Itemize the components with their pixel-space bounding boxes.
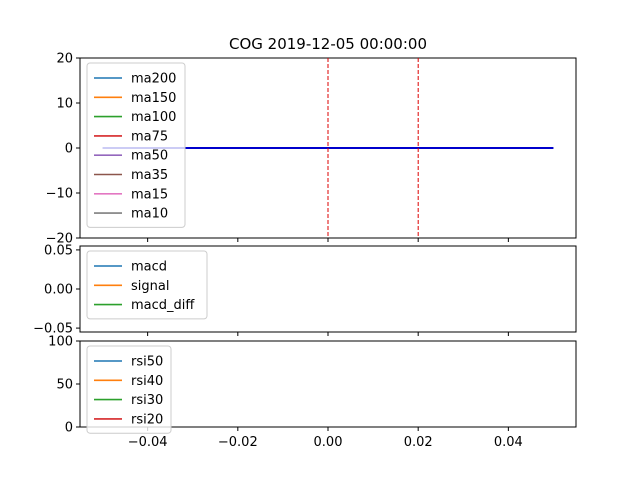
- y-tick-label-price: 0: [65, 142, 73, 157]
- y-tick-label-rsi: 100: [48, 335, 73, 350]
- legend-label-ma75: ma75: [131, 129, 168, 144]
- legend-label-ma35: ma35: [131, 168, 168, 183]
- legend-label-ma200: ma200: [131, 72, 176, 87]
- legend-label-macd: macd: [131, 260, 167, 275]
- panel-price: −20−1001020ma200ma150ma100ma75ma50ma35ma…: [46, 52, 577, 247]
- x-tick-label-rsi: 0.04: [494, 435, 523, 450]
- legend-label-rsi50: rsi50: [131, 355, 163, 370]
- legend-label-ma100: ma100: [131, 110, 176, 125]
- chart-title: COG 2019-12-05 00:00:00: [229, 35, 427, 53]
- y-tick-label-price: 20: [56, 52, 73, 67]
- legend-label-ma150: ma150: [131, 91, 176, 106]
- legend-label-rsi40: rsi40: [131, 374, 163, 389]
- panel-macd: −0.05 0.00 0.05 macd signal macd_diff: [33, 243, 577, 337]
- legend-macd: macd signal macd_diff: [86, 250, 208, 320]
- x-tick-label-rsi: −0.02: [218, 435, 258, 450]
- legend-box-price: [86, 62, 186, 228]
- legend-label-rsi20: rsi20: [131, 412, 163, 427]
- legend-label-ma15: ma15: [131, 187, 168, 202]
- y-tick-label-price: −20: [46, 232, 73, 247]
- legend-price: ma200 ma150 ma100 ma75 ma50 ma35 ma15 ma10: [86, 62, 186, 228]
- y-tick-label-price: 10: [56, 97, 73, 112]
- legend-box-rsi: [86, 345, 172, 434]
- x-tick-label-rsi: 0.00: [314, 435, 343, 450]
- chart-panels: −20−1001020ma200ma150ma100ma75ma50ma35ma…: [33, 52, 577, 450]
- x-tick-label-rsi: −0.04: [128, 435, 168, 450]
- y-tick-label-macd: 0.00: [44, 283, 73, 298]
- legend-box-macd: [86, 250, 208, 320]
- legend-label-rsi30: rsi30: [131, 393, 163, 408]
- legend-label-ma10: ma10: [131, 207, 168, 222]
- y-tick-label-rsi: 0: [65, 421, 73, 436]
- x-tick-label-rsi: 0.02: [404, 435, 433, 450]
- y-tick-label-macd: 0.05: [44, 243, 73, 258]
- y-tick-label-macd: −0.05: [33, 322, 73, 337]
- legend-label-macd_diff: macd_diff: [131, 298, 195, 313]
- legend-label-signal: signal: [131, 279, 169, 294]
- y-tick-label-price: −10: [46, 187, 73, 202]
- legend-label-ma50: ma50: [131, 149, 168, 164]
- y-tick-label-rsi: 50: [56, 378, 73, 393]
- legend-rsi: rsi50 rsi40 rsi30 rsi20: [86, 345, 172, 434]
